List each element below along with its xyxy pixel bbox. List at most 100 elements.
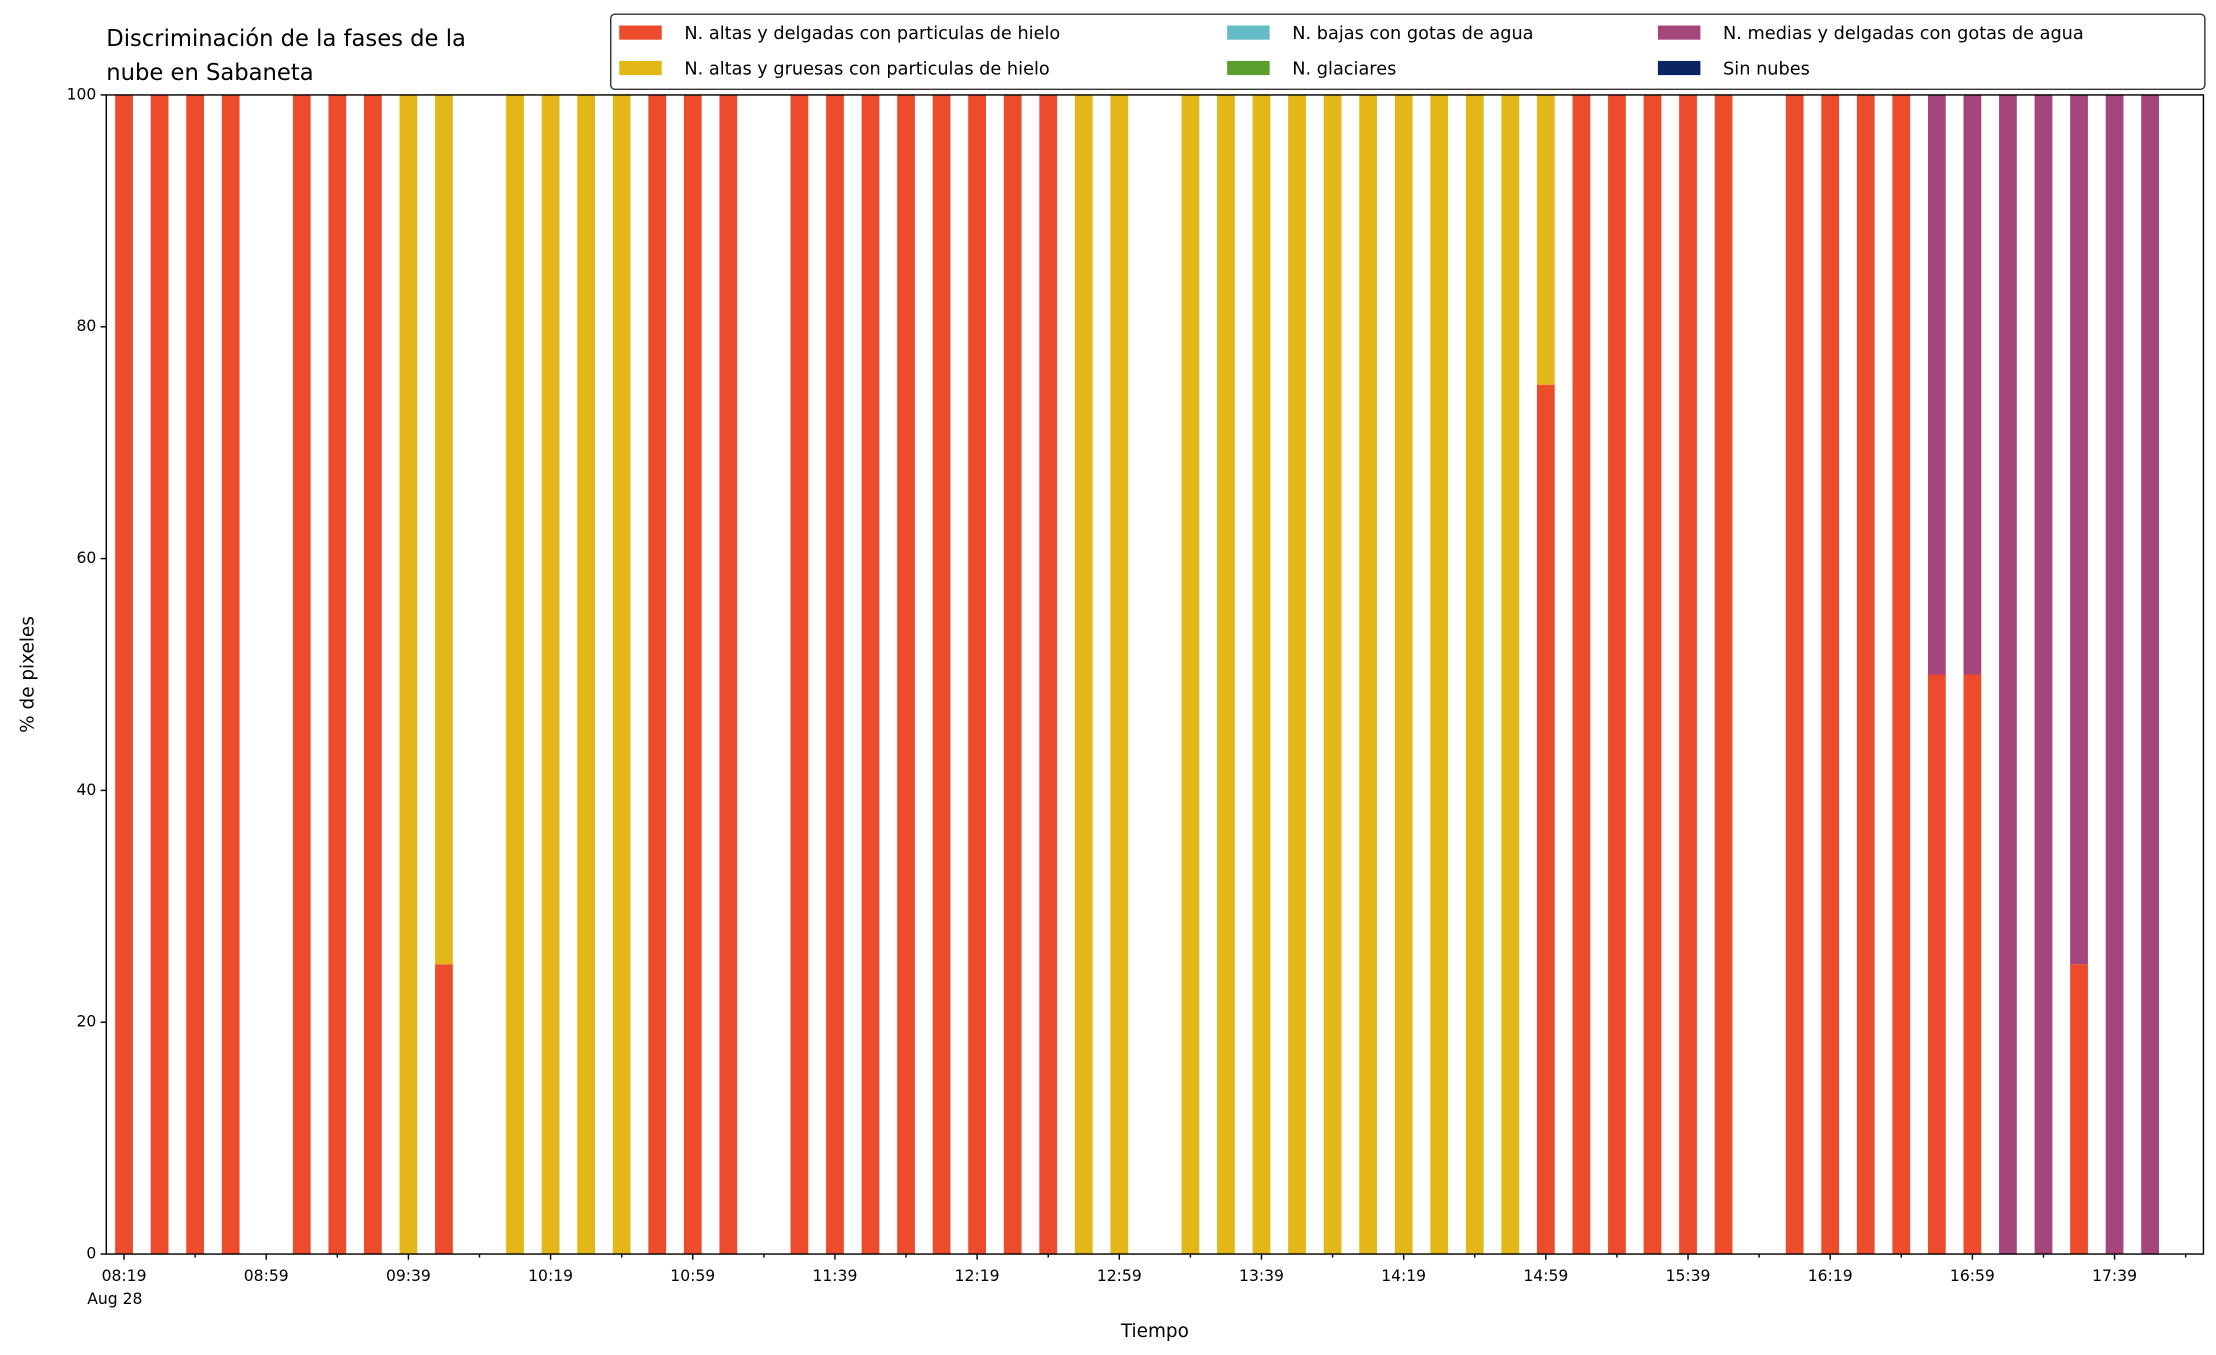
bar-segment [1217, 94, 1235, 1255]
legend-swatch [1657, 60, 1701, 76]
legend-swatch [1227, 60, 1270, 76]
bar-segment [1714, 94, 1733, 1255]
y-tick-label: 80 [77, 317, 97, 335]
bar-segment [1999, 94, 2017, 1255]
bar-segment [1501, 94, 1520, 1255]
bar-segment [2034, 94, 2053, 1255]
bar-segment [115, 94, 133, 1255]
y-tick-label: 40 [77, 781, 97, 799]
x-tick-label: 12:19 [955, 1267, 1000, 1285]
x-tick-label: 12:59 [1097, 1267, 1142, 1285]
bar-segment [1892, 94, 1911, 1255]
bar-segment [363, 94, 382, 1255]
legend-label: N. medias y delgadas con gotas de agua [1723, 24, 2084, 44]
bar-segment [1643, 94, 1662, 1255]
bar-segment [577, 94, 596, 1255]
bar-segment [150, 94, 169, 1255]
bar-segment [1181, 94, 1200, 1255]
bar-segment [861, 94, 880, 1255]
bar-segment [1074, 94, 1093, 1255]
chart-title-line: nube en Sabaneta [106, 60, 313, 86]
x-axis-label: Tiempo [1120, 1321, 1189, 1342]
bar-segment [1323, 94, 1342, 1255]
y-tick-label: 0 [86, 1245, 96, 1263]
bar-segment [1856, 94, 1875, 1255]
bar-segment [1394, 94, 1413, 1255]
x-tick-label: 08:19 [102, 1267, 147, 1285]
bar-segment [1003, 94, 1022, 1255]
x-date-label: Aug 28 [87, 1290, 142, 1308]
bar-segment [1252, 94, 1271, 1255]
bar-segment [1963, 94, 1982, 675]
bar-segment [1039, 94, 1058, 1255]
bar-segment [1963, 674, 1982, 1255]
legend-frame [610, 13, 2206, 90]
legend-label: N. bajas con gotas de agua [1292, 24, 1533, 44]
bar-segment [826, 94, 844, 1255]
bar-segment [719, 94, 738, 1255]
legend-swatch [619, 60, 662, 76]
x-tick-label: 15:39 [1666, 1267, 1711, 1285]
plot-group: Discriminación de la fases de la nube en… [17, 13, 2206, 1342]
y-tick-label: 20 [77, 1013, 97, 1031]
bar-segment [1785, 94, 1804, 1255]
bar-segment [435, 94, 453, 965]
legend-label: N. glaciares [1292, 59, 1396, 79]
bar-segment [968, 94, 987, 1255]
y-axis-label: % de pixeles [17, 616, 38, 733]
bar-segment [399, 94, 418, 1255]
legend-swatch [1227, 25, 1270, 40]
legend-label: N. altas y delgadas con particulas de hi… [684, 24, 1060, 44]
bar-segment [1465, 94, 1484, 1255]
bar-segment [541, 94, 560, 1255]
x-tick-label: 09:39 [386, 1267, 431, 1285]
bar-segment [221, 94, 240, 1255]
chart-title-line: Discriminación de la fases de la [106, 26, 466, 52]
legend-swatch [1657, 25, 1701, 40]
bar-segment [1536, 384, 1555, 1255]
bar-segment [435, 964, 453, 1255]
bar-segment [1927, 674, 1946, 1255]
bar-segment [1679, 94, 1697, 1255]
bar-segment [2070, 94, 2088, 965]
legend-label: N. altas y gruesas con particulas de hie… [684, 59, 1049, 79]
x-tick-label: 16:59 [1950, 1267, 1995, 1285]
bar-segment [648, 94, 667, 1255]
bar-segment [790, 94, 809, 1255]
x-tick-label: 11:39 [812, 1267, 857, 1285]
bar-segment [1536, 94, 1555, 385]
x-tick-label: 17:39 [2092, 1267, 2137, 1285]
bar-segment [1572, 94, 1591, 1255]
bar-segment [932, 94, 951, 1255]
bar-segment [506, 94, 524, 1255]
bar-segment [612, 94, 631, 1255]
bar-segment [2070, 964, 2088, 1255]
x-tick-label: 14:19 [1381, 1267, 1426, 1285]
y-tick-label: 100 [67, 85, 97, 103]
legend-label: Sin nubes [1723, 59, 1810, 79]
bar-segment [1430, 94, 1449, 1255]
x-tick-label: 10:59 [670, 1267, 715, 1285]
bar-segment [1288, 94, 1306, 1255]
x-tick-label: 14:59 [1523, 1267, 1568, 1285]
x-tick-label: 08:59 [244, 1267, 289, 1285]
y-tick-label: 60 [77, 549, 97, 567]
bar-segment [2141, 94, 2160, 1255]
x-tick-label: 16:19 [1808, 1267, 1853, 1285]
bar-segment [1927, 94, 1946, 675]
legend-swatch [619, 25, 662, 40]
bar-segment [1359, 94, 1378, 1255]
bar-segment [1821, 94, 1840, 1255]
bar-segment [683, 94, 702, 1255]
bar-segment [292, 94, 311, 1255]
bar-segment [2105, 94, 2124, 1255]
bar-segment [897, 94, 915, 1255]
bar-segment [1110, 94, 1129, 1255]
bar-segment [186, 94, 205, 1255]
x-tick-label: 13:39 [1239, 1267, 1284, 1285]
bar-segment [328, 94, 347, 1255]
x-tick-label: 10:19 [528, 1267, 573, 1285]
axes-frame [105, 94, 2205, 1255]
